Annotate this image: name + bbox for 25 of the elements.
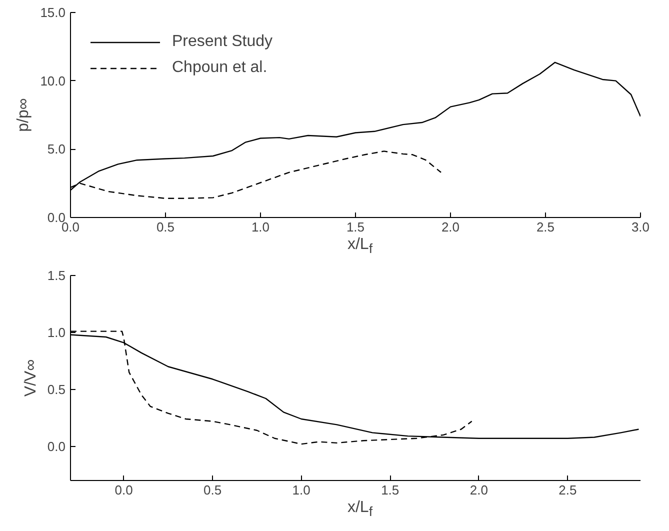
y-tick-label: 1.0 [47, 324, 66, 340]
x-axis-title: x/L$_{f}$ [347, 498, 373, 522]
y-axis-title: p/p∞ [15, 98, 32, 132]
y-tick-label: 15.0 [40, 5, 66, 20]
x-tick-label: 3.0 [631, 220, 650, 234]
x-axis-title: x/L$_{f}$ [347, 235, 373, 258]
y-tick-label: 0.5 [47, 382, 66, 397]
x-tick-label: 0.5 [204, 482, 222, 498]
x-tick-label: 1.0 [292, 482, 310, 498]
x-tick-label: 1.5 [381, 482, 400, 498]
x-tick-label: 0.0 [114, 482, 133, 498]
y-tick-label: 1.5 [47, 268, 66, 283]
x-tick-label: 2.0 [441, 220, 460, 234]
x-tick-label: 1.5 [346, 220, 365, 234]
y-tick-label: 5.0 [47, 142, 66, 157]
y-tick-label: 0.0 [47, 438, 66, 454]
x-tick-label: 0.5 [156, 220, 175, 234]
x-tick-label: 1.0 [251, 220, 270, 234]
legend-label: Chpoun et al. [172, 59, 268, 77]
x-tick-label: 2.0 [470, 482, 488, 498]
x-tick-label: 2.5 [536, 220, 555, 234]
legend-label: Present Study [172, 33, 272, 51]
x-tick-label: 2.5 [558, 482, 577, 498]
y-axis-title: V/V∞ [22, 359, 40, 397]
y-tick-label: 10.0 [40, 73, 66, 88]
